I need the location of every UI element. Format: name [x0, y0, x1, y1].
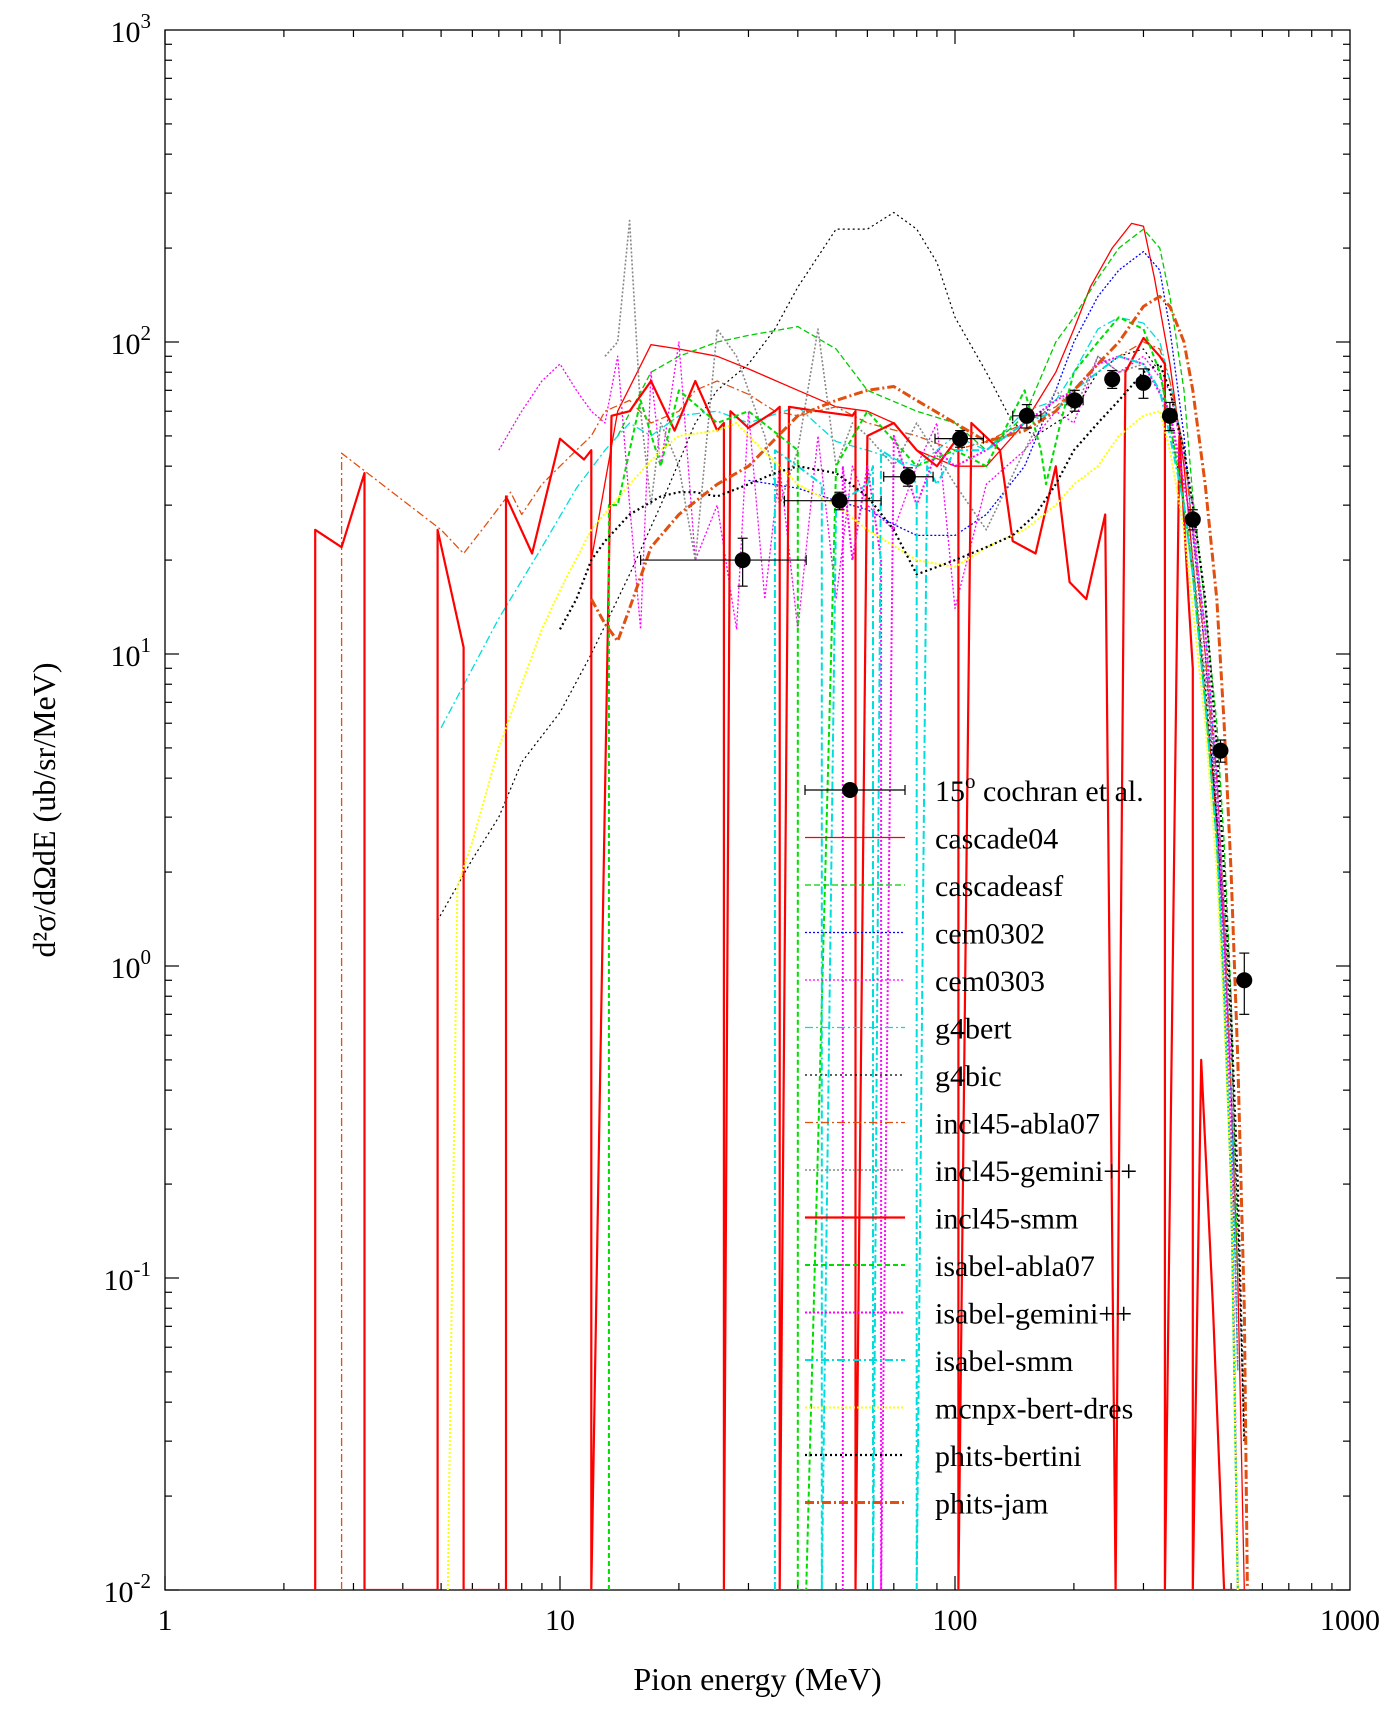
y-tick-label: 10-1: [104, 1257, 152, 1297]
data-marker: [1212, 742, 1229, 759]
data-marker: [734, 552, 751, 569]
y-tick-label: 101: [111, 633, 152, 673]
data-point: [640, 537, 807, 587]
series-line-g4bic: [437, 211, 1245, 1442]
data-marker: [899, 468, 916, 485]
legend-marker: [842, 782, 858, 798]
experimental-data-layer: [640, 368, 1253, 1015]
data-point: [883, 467, 934, 487]
data-marker: [831, 492, 848, 509]
legend-entry: phits-jam: [805, 1488, 1048, 1521]
series-line-cem0302: [748, 250, 1239, 1372]
legend-label: cascade04: [935, 823, 1058, 856]
legend-label: g4bert: [935, 1013, 1012, 1046]
legend-entry: isabel-smm: [805, 1345, 1073, 1378]
plot-border: [164, 29, 1351, 1591]
y-tick-label: 102: [111, 321, 152, 361]
data-point: [1135, 368, 1152, 399]
legend-entry: isabel-gemini++: [805, 1298, 1132, 1331]
series-layer: [314, 211, 1249, 1590]
x-axis-title: Pion energy (MeV): [633, 1661, 881, 1697]
legend-label: incl45-smm: [935, 1203, 1078, 1236]
legend-label: g4bic: [935, 1060, 1002, 1093]
plot-frame: [164, 29, 1351, 1591]
legend-entry: cascade04: [805, 823, 1058, 856]
data-marker: [1236, 972, 1253, 989]
data-point: [1066, 389, 1084, 412]
data-marker: [1018, 407, 1035, 424]
legend-label: mcnpx-bert-dres: [935, 1393, 1133, 1426]
series-line-incl45-abla07: [340, 341, 1232, 1590]
series-line-isabel-abla07: [607, 316, 1239, 1590]
legend-label: incl45-abla07: [935, 1108, 1100, 1141]
legend-entry: incl45-gemini++: [805, 1155, 1137, 1188]
series-group: [314, 211, 1249, 1590]
legend-label: cascadeasf: [935, 870, 1063, 903]
y-tick-label: 100: [111, 945, 152, 985]
series-line-incl45-smm: [314, 336, 1235, 1590]
data-marker: [1184, 511, 1201, 528]
legend-entry: g4bert: [805, 1013, 1012, 1046]
y-tick-label: 10-2: [104, 1569, 152, 1609]
legend-entry: cem0302: [805, 918, 1045, 951]
data-marker: [1104, 371, 1121, 388]
series-line-phits-jam: [589, 294, 1249, 1590]
legend-entry: phits-bertini: [805, 1440, 1082, 1473]
data-point: [783, 491, 882, 511]
legend-entry: incl45-smm: [805, 1203, 1078, 1236]
axis-labels: 1 10 100 1000 10-2 10-1 100 101 102 103 Pion energ…: [26, 9, 1380, 1697]
x-tick-label: 1000: [1320, 1604, 1380, 1637]
data-point: [934, 430, 984, 448]
data-point: [1161, 401, 1178, 432]
legend-entry: mcnpx-bert-dres: [805, 1393, 1133, 1426]
x-tick-label: 100: [933, 1604, 978, 1637]
data-point: [1236, 952, 1253, 1015]
series-line-phits-bertini: [559, 362, 1246, 1442]
x-tick-label: 1: [158, 1604, 173, 1637]
legend: 15o cochran et al. cascade04 cascadeasf cem…: [804, 769, 1144, 1521]
legend-entry: incl45-abla07: [805, 1108, 1100, 1141]
data-point: [1104, 369, 1121, 390]
series-line-cascadeasf: [617, 228, 1239, 1279]
data-marker: [1066, 392, 1083, 409]
series-line-mcnpx-bert-dres: [446, 410, 1239, 1590]
data-marker: [952, 430, 969, 447]
data-marker: [1135, 374, 1152, 391]
y-axis-title: d²σ/dΩdE (ub/sr/MeV): [26, 662, 62, 957]
legend-label: isabel-smm: [935, 1345, 1073, 1378]
legend-label: cem0303: [935, 965, 1045, 998]
series-line-g4bert: [440, 316, 1239, 1372]
data-point: [1184, 509, 1201, 531]
legend-label: isabel-gemini++: [935, 1298, 1132, 1331]
data-point: [1212, 739, 1229, 763]
series-line-isabel-gemini-: [841, 355, 1239, 1590]
legend-entry: cascadeasf: [805, 870, 1063, 903]
legend-label: phits-jam: [935, 1488, 1048, 1521]
legend-label: isabel-abla07: [935, 1250, 1095, 1283]
data-marker: [1161, 407, 1178, 424]
y-tick-label: 103: [111, 9, 152, 49]
legend-entry: g4bic: [805, 1060, 1002, 1093]
x-tick-label: 10: [545, 1604, 575, 1637]
legend-entry-experiment: 15o cochran et al.: [804, 769, 1144, 808]
legend-label: 15o cochran et al.: [935, 769, 1144, 808]
legend-label: cem0302: [935, 918, 1045, 951]
legend-label: phits-bertini: [935, 1440, 1082, 1473]
legend-entry: cem0303: [805, 965, 1045, 998]
data-point: [1012, 404, 1042, 429]
series-line-cascade04: [590, 222, 1245, 1590]
legend-entry: isabel-abla07: [805, 1250, 1095, 1283]
legend-label: incl45-gemini++: [935, 1155, 1137, 1188]
